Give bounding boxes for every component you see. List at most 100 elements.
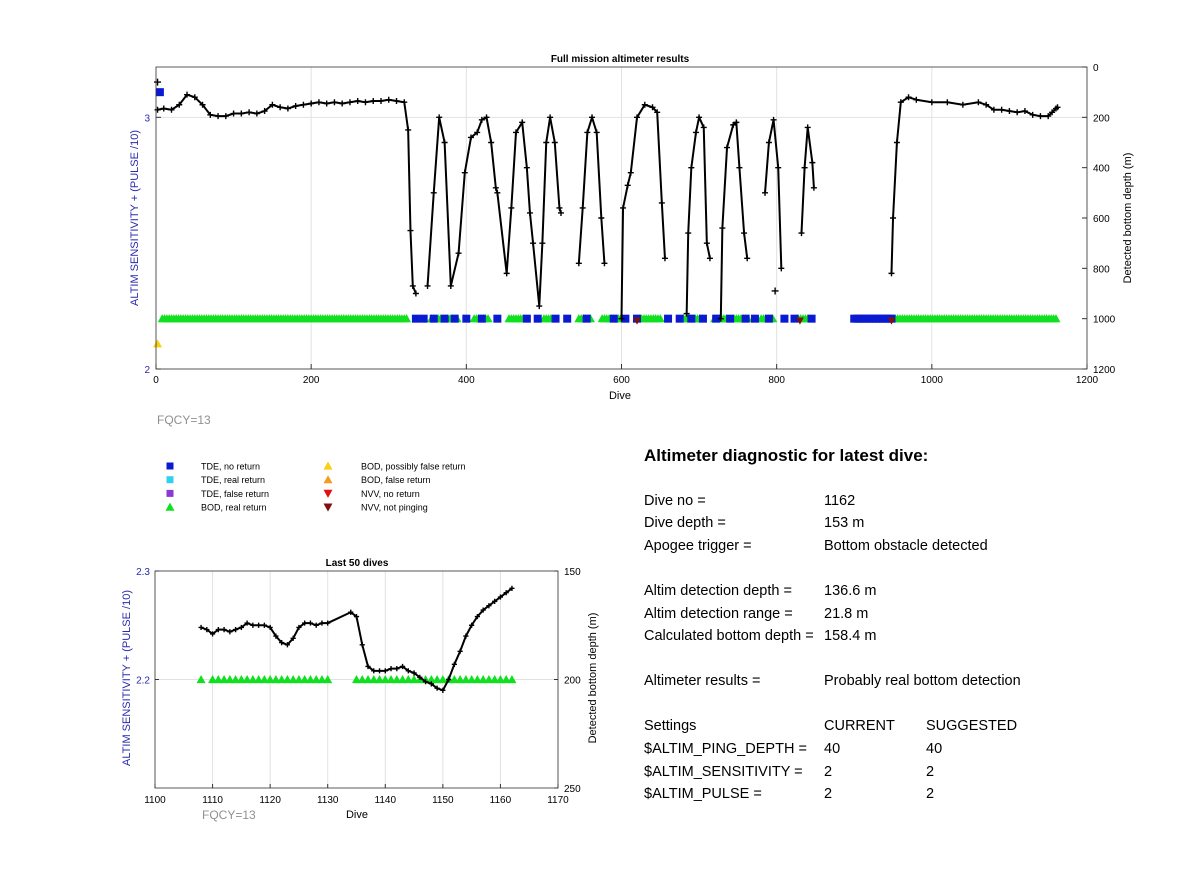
- depth-point: [480, 607, 486, 613]
- depth-point: [455, 250, 462, 257]
- full-mission-chart: 0 200 400 600 800 1000 1200 2 3 0 200 400 600 800 1000…: [129, 54, 1134, 402]
- tde-no-return-marker: [551, 314, 560, 323]
- legend-label: TDE, no return: [201, 462, 260, 472]
- depth-point: [457, 648, 463, 654]
- bod-real-return-marker: [402, 314, 412, 323]
- depth-point: [685, 230, 692, 237]
- altim-detection-depth-label: Altim detection depth =: [644, 583, 792, 599]
- bod-real-return-marker: [392, 675, 402, 684]
- legend-square-marker: [166, 462, 174, 470]
- depth-point: [1049, 109, 1056, 116]
- top-depth-line: [154, 78, 1061, 322]
- top-x-tick-label: 0: [153, 375, 159, 386]
- bod-real-return-marker: [455, 675, 465, 684]
- depth-point: [339, 100, 346, 107]
- legend: TDE, no return TDE, real return TDE, false…: [165, 461, 466, 513]
- depth-point: [494, 189, 501, 196]
- bod-real-return-marker: [398, 675, 408, 684]
- depth-point: [913, 96, 920, 103]
- depth-outlier-point: [771, 287, 779, 295]
- bod-real-return-marker: [323, 675, 333, 684]
- depth-point: [401, 99, 408, 106]
- bod-real-return-marker: [467, 675, 477, 684]
- depth-point: [290, 635, 296, 641]
- depth-point: [412, 290, 419, 297]
- depth-point: [593, 129, 600, 136]
- depth-line: [200, 587, 513, 692]
- depth-point: [447, 282, 454, 289]
- bottom-x-tick-label: 1110: [202, 795, 223, 806]
- top-extra-markers: [153, 88, 896, 348]
- bod-real-return-marker: [317, 675, 327, 684]
- depth-point: [244, 620, 250, 626]
- depth-point: [176, 101, 183, 108]
- legend-triangle-marker: [323, 461, 333, 470]
- tde-no-return-marker: [411, 314, 420, 323]
- depth-point: [601, 260, 608, 267]
- setting-sensitivity-label: $ALTIM_SENSITIVITY =: [644, 764, 803, 780]
- bod-real-return-marker: [196, 675, 206, 684]
- depth-point: [804, 124, 811, 131]
- bod-real-return-marker: [501, 675, 511, 684]
- depth-point: [551, 139, 558, 146]
- depth-point: [557, 209, 564, 216]
- tde-no-return-marker: [807, 314, 816, 323]
- dive-depth-label: Dive depth =: [644, 515, 726, 531]
- depth-point: [359, 642, 365, 648]
- depth-point: [492, 598, 498, 604]
- tde-no-return-marker: [522, 314, 531, 323]
- depth-point: [154, 106, 161, 113]
- depth-point: [1006, 108, 1013, 115]
- setting-pulse-label: $ALTIM_PULSE =: [644, 786, 762, 802]
- depth-point: [354, 97, 361, 104]
- bod-real-return-marker: [655, 314, 665, 323]
- bod-real-return-marker: [254, 675, 264, 684]
- diagnostic-title: Altimeter diagnostic for latest dive:: [644, 446, 929, 465]
- bod-real-return-marker: [449, 675, 459, 684]
- depth-point: [436, 114, 443, 121]
- depth-point: [230, 110, 237, 117]
- depth-point: [526, 209, 533, 216]
- bottom-x-tick-label: 1170: [547, 795, 569, 806]
- depth-point: [430, 189, 437, 196]
- depth-point: [441, 139, 448, 146]
- setting-ping-depth-label: $ALTIM_PING_DEPTH =: [644, 741, 807, 757]
- legend-triangle-down-marker: [323, 489, 333, 498]
- depth-point: [810, 184, 817, 191]
- depth-point: [736, 164, 743, 171]
- depth-point: [199, 101, 206, 108]
- dive-depth-value: 153 m: [824, 515, 865, 531]
- top-tde-no-return-markers: [411, 314, 896, 323]
- tde-no-return-marker: [582, 314, 591, 323]
- bottom-chart-ylabel-left: ALTIM SENSITIVITY + (PULSE /10): [121, 590, 133, 766]
- depth-point: [1021, 108, 1028, 115]
- depth-point: [519, 119, 526, 126]
- setting-pulse-current: 2: [824, 786, 833, 802]
- tde-no-return-marker: [533, 314, 542, 323]
- settings-header-current: CURRENT: [824, 718, 895, 734]
- depth-point: [589, 114, 596, 121]
- bod-real-return-marker: [213, 675, 223, 684]
- depth-point: [624, 182, 631, 189]
- depth-point: [719, 225, 726, 232]
- depth-point: [717, 315, 724, 322]
- settings-header-label: Settings: [644, 718, 697, 734]
- depth-point: [463, 633, 469, 639]
- depth-point: [1014, 109, 1021, 116]
- depth-point: [405, 668, 411, 674]
- depth-point: [944, 99, 951, 106]
- depth-point: [530, 240, 537, 247]
- depth-point: [417, 674, 423, 680]
- setting-ping-depth-suggested: 40: [926, 741, 943, 757]
- settings-header-suggested: SUGGESTED: [926, 718, 1018, 734]
- depth-point: [683, 310, 690, 317]
- bod-real-return-marker: [363, 675, 373, 684]
- depth-point: [1054, 104, 1061, 111]
- depth-point: [539, 240, 546, 247]
- tde-no-return-marker: [687, 314, 696, 323]
- depth-point: [801, 164, 808, 171]
- depth-point: [706, 255, 713, 262]
- bod-real-return-marker: [1051, 314, 1061, 323]
- top-x-tick-label: 400: [458, 375, 475, 386]
- depth-point: [478, 116, 485, 123]
